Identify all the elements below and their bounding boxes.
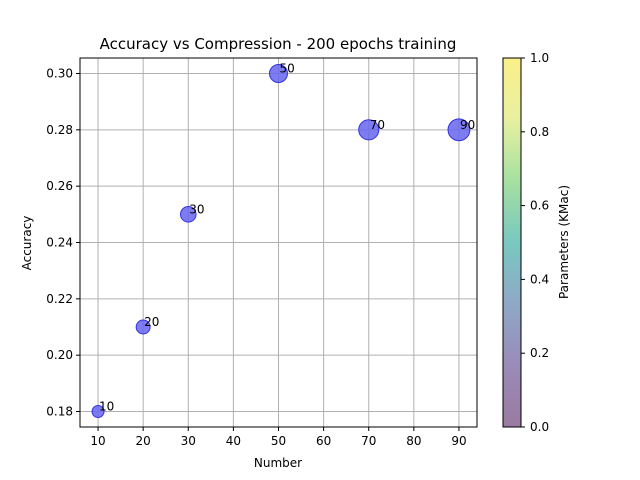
data-point [358, 119, 380, 141]
data-point [135, 319, 151, 335]
y-tick-label: 0.26 [46, 179, 73, 193]
y-tick-label: 0.30 [46, 66, 73, 80]
y-axis: 0.18 0.20 0.22 0.24 0.26 0.28 0.30 [46, 66, 80, 419]
colorbar-tick-label: 0.4 [530, 272, 549, 286]
data-point-label: 30 [189, 202, 204, 216]
y-tick-label: 0.24 [46, 236, 73, 250]
x-tick-label: 80 [406, 434, 421, 448]
data-point-label: 90 [460, 118, 475, 132]
y-tick-label: 0.18 [46, 405, 73, 419]
data-point [91, 405, 105, 418]
colorbar-tick-label: 1.0 [530, 51, 549, 65]
y-tick-label: 0.28 [46, 123, 73, 137]
x-tick-label: 50 [271, 434, 286, 448]
point-labels: 10 20 30 50 70 90 [99, 61, 475, 413]
colorbar-label: Parameters (KMac) [557, 185, 571, 299]
data-point [447, 118, 471, 142]
data-point-label: 50 [280, 61, 295, 75]
data-point-label: 20 [144, 315, 159, 329]
data-point [180, 206, 197, 223]
colorbar-ticks: 0.0 0.2 0.4 0.6 0.8 1.0 [521, 51, 549, 434]
colorbar: 0.0 0.2 0.4 0.6 0.8 1.0 Parameters (KMac) [502, 51, 571, 434]
data-point-label: 10 [99, 400, 114, 414]
x-tick-label: 40 [226, 434, 241, 448]
chart-title: Accuracy vs Compression - 200 epochs tra… [100, 35, 457, 53]
x-tick-label: 60 [316, 434, 331, 448]
x-tick-label: 90 [451, 434, 466, 448]
data-points [91, 63, 471, 418]
x-tick-label: 10 [90, 434, 105, 448]
grid-lines [80, 58, 477, 427]
x-tick-label: 20 [136, 434, 151, 448]
x-axis: 10 20 30 40 50 60 70 80 90 [90, 427, 467, 448]
colorbar-tick-label: 0.6 [530, 199, 549, 213]
data-point-label: 70 [370, 118, 385, 132]
y-axis-label: Accuracy [20, 216, 34, 271]
colorbar-tick-label: 0.2 [530, 346, 549, 360]
colorbar-tick-label: 0.0 [530, 420, 549, 434]
y-tick-label: 0.20 [46, 348, 73, 362]
colorbar-tick-label: 0.8 [530, 125, 549, 139]
y-tick-label: 0.22 [46, 292, 73, 306]
x-axis-label: Number [254, 456, 302, 470]
data-point [268, 63, 289, 84]
x-tick-label: 30 [181, 434, 196, 448]
x-tick-label: 70 [361, 434, 376, 448]
colorbar-gradient [502, 57, 522, 428]
